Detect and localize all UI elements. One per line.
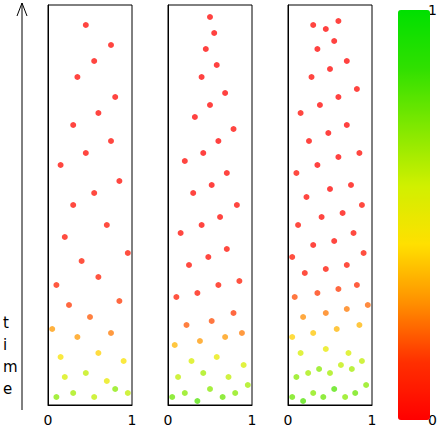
svg-text:1: 1 <box>368 412 377 428</box>
svg-text:i: i <box>3 336 7 354</box>
svg-text:1: 1 <box>248 412 257 428</box>
svg-text:0: 0 <box>44 412 53 428</box>
svg-text:t: t <box>3 314 9 332</box>
svg-text:0: 0 <box>428 412 437 428</box>
svg-text:0: 0 <box>164 412 173 428</box>
svg-text:e: e <box>3 380 12 398</box>
svg-text:0: 0 <box>284 412 293 428</box>
svg-text:1: 1 <box>428 2 437 18</box>
svg-text:m: m <box>3 358 18 376</box>
svg-text:1: 1 <box>128 412 137 428</box>
